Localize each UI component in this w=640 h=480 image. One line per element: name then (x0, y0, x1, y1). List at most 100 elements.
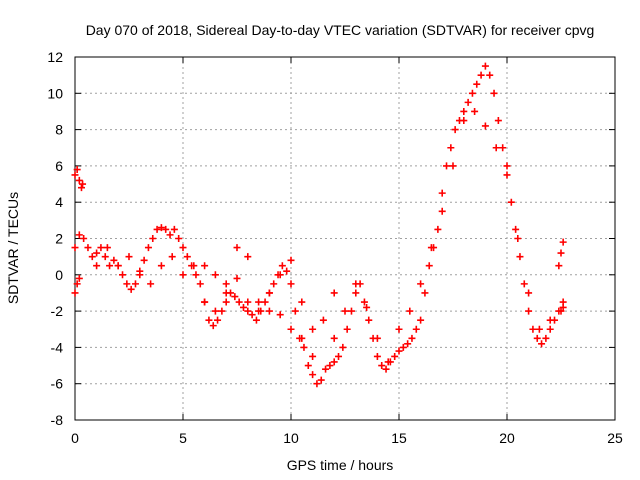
data-point (93, 262, 101, 270)
data-point (147, 280, 155, 288)
series-5 (555, 238, 567, 270)
data-point (542, 334, 550, 342)
data-point (477, 71, 485, 79)
data-point (201, 298, 209, 306)
axis-ticks (74, 56, 616, 421)
data-point (192, 271, 200, 279)
data-point (162, 225, 170, 233)
data-point (244, 307, 252, 315)
data-point (417, 280, 425, 288)
y-tick-label: -4 (51, 339, 64, 355)
data-point (330, 334, 338, 342)
data-point (363, 303, 371, 311)
data-point (287, 280, 295, 288)
data-point (443, 162, 451, 170)
data-point (313, 380, 321, 388)
x-tick-label: 0 (71, 430, 79, 446)
data-point (231, 293, 239, 301)
data-point (535, 325, 543, 333)
y-tick-label: 4 (55, 194, 63, 210)
data-point (447, 144, 455, 152)
data-point (255, 298, 263, 306)
data-point (233, 274, 241, 282)
y-tick-label: 2 (55, 231, 63, 247)
x-tick-label: 25 (607, 430, 623, 446)
data-point (373, 334, 381, 342)
data-point (460, 117, 468, 125)
data-point (438, 189, 446, 197)
data-point (77, 184, 85, 192)
data-point (119, 271, 127, 279)
series-1 (71, 274, 83, 297)
data-point (317, 376, 325, 384)
data-point (80, 235, 88, 242)
data-point (149, 235, 157, 242)
data-point (103, 244, 111, 252)
data-point (211, 307, 219, 315)
data-point (304, 362, 312, 370)
x-axis-label: GPS time / hours (287, 457, 394, 473)
data-point (384, 358, 392, 366)
data-point (157, 262, 165, 270)
data-point (106, 262, 114, 270)
data-point (514, 235, 522, 242)
data-point (93, 249, 101, 257)
data-point (125, 253, 133, 261)
data-point (365, 316, 373, 324)
data-point (255, 307, 263, 315)
x-tick-label: 10 (283, 430, 299, 446)
data-point (252, 316, 260, 324)
data-point (309, 371, 317, 379)
data-point (244, 298, 252, 306)
data-point (205, 316, 213, 324)
data-point (352, 280, 360, 288)
data-point (451, 126, 459, 134)
data-point (503, 171, 511, 179)
data-point (166, 231, 174, 239)
data-point (516, 253, 524, 261)
y-tick-label: 12 (47, 49, 63, 65)
data-point (395, 347, 403, 355)
data-point (335, 352, 343, 360)
data-point (339, 343, 347, 351)
data-point (378, 362, 386, 370)
y-axis-label: SDTVAR / TECUs (5, 192, 21, 304)
x-tick-label: 5 (179, 430, 187, 446)
data-point (460, 107, 468, 115)
data-point (248, 311, 256, 319)
data-point (425, 262, 433, 270)
data-point (322, 365, 330, 373)
data-point (525, 289, 533, 297)
data-point (391, 352, 399, 360)
data-point (114, 262, 122, 270)
data-point (270, 280, 278, 288)
series-3 (93, 244, 338, 333)
data-point (261, 298, 269, 306)
data-point (309, 352, 317, 360)
data-point (79, 180, 87, 188)
data-point (507, 198, 515, 206)
data-point (283, 267, 291, 275)
data-point (153, 225, 161, 233)
data-point (233, 244, 241, 252)
data-point (84, 244, 92, 252)
x-tick-label: 20 (499, 430, 515, 446)
data-point (298, 334, 306, 342)
data-point (101, 253, 109, 261)
data-point (557, 307, 565, 315)
data-point (490, 89, 498, 97)
data-point (360, 298, 368, 306)
data-point (287, 256, 295, 264)
y-tick-label: -8 (51, 412, 64, 428)
data-point (520, 280, 528, 288)
y-tick-label: 10 (47, 85, 63, 101)
data-point (382, 365, 390, 373)
series-6 (557, 303, 567, 315)
data-point (473, 80, 481, 88)
data-point (492, 144, 500, 152)
data-point (499, 144, 507, 152)
x-tick-label: 15 (391, 430, 407, 446)
data-point (471, 107, 479, 115)
data-point (449, 162, 457, 170)
data-point (438, 207, 446, 215)
